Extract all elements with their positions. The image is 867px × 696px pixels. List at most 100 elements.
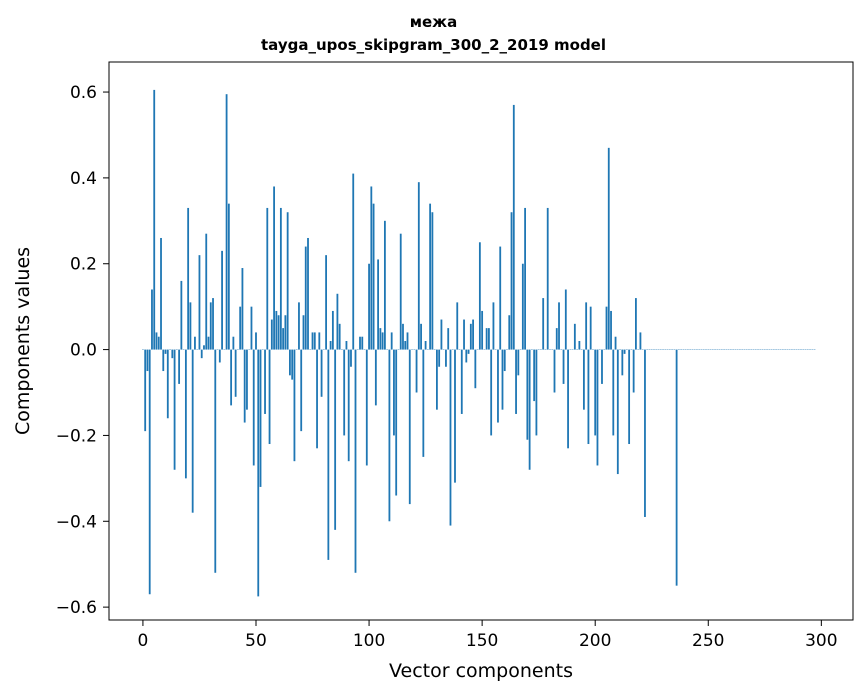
bar-236 (675, 349, 678, 586)
y-tick-label: 0.0 (70, 341, 97, 361)
bar-96 (359, 336, 361, 350)
bar-99 (365, 349, 368, 466)
bar-94 (354, 349, 357, 573)
bar-218 (635, 298, 637, 350)
bar-2 (146, 349, 149, 372)
bar-123 (420, 323, 422, 350)
bar-188 (567, 349, 569, 449)
bar-61 (279, 207, 282, 350)
bar-54 (264, 349, 266, 414)
bar-116 (404, 341, 407, 350)
bar-101 (370, 186, 373, 350)
bar-90 (345, 341, 348, 350)
bar-127 (429, 203, 432, 350)
bar-149 (478, 242, 481, 350)
bar-170 (526, 349, 529, 440)
y-tick-label: −0.2 (56, 426, 97, 446)
bar-5 (153, 89, 156, 350)
bar-118 (408, 349, 411, 505)
bar-144 (467, 349, 470, 354)
bar-57 (270, 319, 273, 350)
bar-26 (200, 349, 203, 359)
bar-78 (318, 332, 321, 350)
bar-67 (293, 349, 296, 462)
bar-217 (632, 349, 635, 393)
bar-209 (614, 336, 617, 350)
bar-10 (164, 349, 167, 354)
bar-30 (209, 302, 212, 350)
bar-164 (512, 104, 515, 350)
bar-197 (587, 349, 590, 445)
bar-86 (336, 293, 339, 350)
bar-40 (232, 336, 235, 350)
bar-121 (415, 349, 418, 393)
bar-91 (347, 349, 350, 462)
bar-143 (465, 349, 468, 363)
bar-157 (497, 349, 499, 423)
bar-46 (246, 349, 248, 410)
bar-154 (490, 349, 493, 436)
y-tick-label: −0.6 (56, 598, 97, 618)
bar-125 (424, 341, 427, 350)
bar-200 (594, 349, 597, 436)
bar-43 (239, 306, 242, 350)
bar-128 (431, 212, 434, 350)
bar-55 (266, 207, 269, 350)
bar-163 (510, 212, 513, 350)
bar-198 (589, 306, 592, 350)
bar-22 (191, 349, 194, 513)
y-axis-ticks: −0.6 −0.4 −0.2 0.0 0.2 0.4 0.6 (56, 83, 109, 618)
bar-186 (562, 349, 565, 384)
bar-132 (440, 319, 443, 350)
bar-38 (227, 203, 230, 350)
bar-145 (469, 323, 472, 350)
bar-76 (313, 332, 316, 350)
x-axis-ticks: 0 50 100 150 200 250 300 (138, 620, 838, 651)
bar-25 (198, 255, 201, 350)
y-tick-label: −0.4 (56, 512, 97, 532)
bar-34 (218, 349, 221, 363)
bar-82 (327, 349, 330, 560)
axes-frame (108, 61, 854, 621)
bar-222 (644, 349, 646, 517)
bar-201 (596, 349, 599, 466)
bar-3 (148, 349, 151, 595)
bar-79 (320, 349, 323, 397)
bar-210 (616, 349, 619, 475)
bar-45 (243, 349, 246, 423)
bar-31 (212, 298, 214, 350)
bar-105 (379, 328, 382, 350)
bar-65 (289, 349, 291, 376)
bar-165 (515, 349, 517, 414)
bar-112 (395, 349, 398, 496)
bar-52 (259, 349, 262, 487)
bar-29 (207, 336, 210, 350)
bar-196 (585, 302, 588, 350)
x-tick-label: 150 (466, 631, 498, 651)
x-tick-label: 0 (138, 631, 149, 651)
bar-152 (485, 328, 488, 350)
bar-191 (573, 323, 576, 350)
bar-60 (277, 315, 280, 350)
bar-155 (492, 302, 495, 350)
bar-114 (399, 233, 402, 350)
chart-title-model: tayga_upos_skipgram_300_2_2019 model (261, 36, 606, 54)
bar-208 (612, 349, 615, 436)
y-axis-label: Components values (12, 247, 34, 435)
bar-59 (275, 310, 278, 350)
bar-146 (472, 319, 474, 350)
bar-87 (338, 323, 341, 350)
bar-184 (558, 302, 560, 350)
bar-150 (481, 310, 484, 350)
y-tick-label: 0.2 (70, 255, 97, 275)
bar-16 (178, 349, 181, 384)
bar-39 (230, 349, 233, 406)
bar-110 (390, 332, 393, 350)
bar-106 (381, 332, 384, 350)
bar-85 (334, 349, 337, 530)
bar-35 (221, 250, 223, 350)
bar-19 (184, 349, 187, 479)
bar-41 (234, 349, 237, 397)
